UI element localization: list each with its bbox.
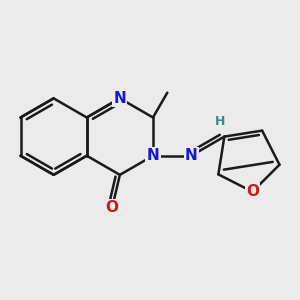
Text: N: N — [113, 91, 126, 106]
Text: N: N — [147, 148, 159, 163]
Text: N: N — [185, 148, 198, 163]
Text: O: O — [246, 184, 259, 199]
Text: H: H — [215, 115, 226, 128]
Text: O: O — [106, 200, 119, 215]
